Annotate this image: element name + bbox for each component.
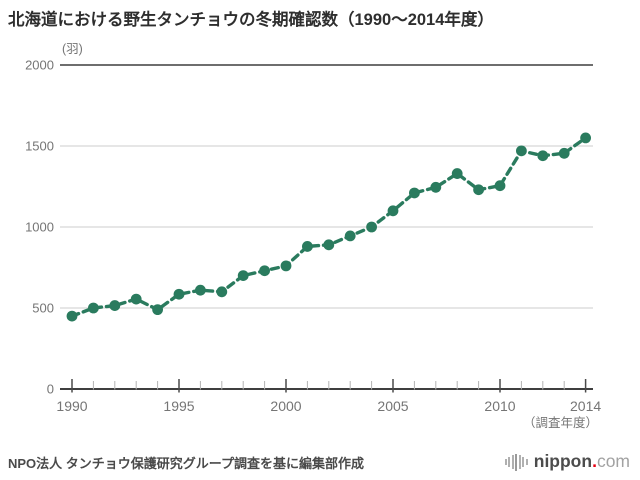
data-point [173,288,185,300]
y-tick-label: 500 [32,301,54,316]
data-point [451,168,463,179]
data-point [344,230,356,242]
data-point [109,300,121,311]
y-tick-label: 2000 [25,58,54,73]
data-point [195,284,206,296]
data-point [516,145,527,157]
x-tick-label: 1995 [163,398,194,414]
x-tick-label: 1990 [56,398,87,414]
data-point [302,241,313,252]
nippon-logo: nippon.com [504,450,630,474]
x-tick-label: 2000 [270,398,301,414]
data-point [88,302,99,314]
data-point [216,286,228,298]
x-tick-label: 2014 [570,398,601,414]
data-point [580,132,591,144]
y-tick-label: 1000 [25,220,54,235]
data-point [152,304,164,316]
logo-brand: nippon [533,451,593,472]
logo-dot: . [592,451,597,472]
y-tick-label: 0 [47,382,54,397]
x-tick-label: 2005 [377,398,408,414]
data-point [430,181,442,193]
data-point [130,293,142,305]
data-point [558,147,570,159]
data-point [323,239,335,251]
x-axis-caption: （調査年度） [523,415,598,430]
data-point [259,265,270,277]
source-note: NPO法人 タンチョウ保護研究グループ調査を基に編集部作成 [8,456,365,471]
nippon-mark-icon [504,453,528,471]
page-title: 北海道における野生タンチョウの冬期確認数（1990〜2014年度） [8,11,494,29]
logo-text: nippon.com [534,453,630,471]
data-point [366,221,377,233]
data-point [494,180,506,192]
data-point [280,260,292,272]
data-point [473,184,484,196]
data-point [66,310,78,322]
logo-tld: com [596,451,630,472]
data-point [409,187,420,199]
y-tick-label: 1500 [25,139,54,154]
data-point [237,270,249,281]
data-point [387,205,399,217]
data-point [537,150,549,162]
x-tick-label: 2010 [484,398,515,414]
y-unit-label: (羽) [62,42,83,56]
